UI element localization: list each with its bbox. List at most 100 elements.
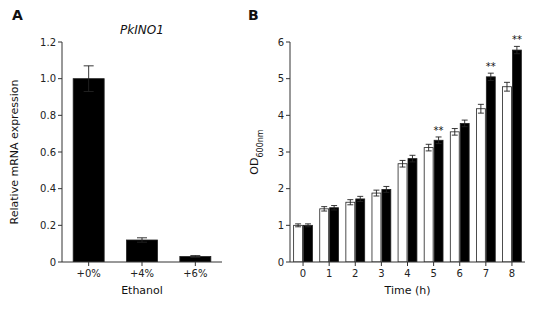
error-cap (305, 226, 311, 227)
plot-area (294, 46, 522, 262)
x-tick-label: 1 (326, 268, 332, 279)
y-tick-label: 1.0 (40, 73, 56, 84)
error-cap (514, 53, 520, 54)
y-axis-label: Relative mRNA expression (8, 80, 21, 225)
bar (346, 202, 355, 262)
error-cap (331, 209, 337, 210)
error-line (350, 200, 351, 205)
y-tick-label: 5 (278, 73, 284, 84)
error-cap (383, 186, 389, 187)
y-tick (286, 78, 290, 79)
bar (503, 87, 512, 262)
error-cap (137, 237, 147, 238)
error-cap (488, 73, 494, 74)
bar (356, 199, 365, 262)
error-line (428, 144, 429, 151)
error-cap (321, 211, 327, 212)
error-cap (357, 201, 363, 202)
bar (398, 164, 407, 262)
x-tick-label: +6% (183, 268, 207, 279)
error-cap (462, 126, 468, 127)
x-tick (511, 262, 512, 266)
x-tick-label: 2 (352, 268, 358, 279)
y-tick-label: 0 (50, 257, 56, 268)
error-bar (373, 190, 379, 196)
bar (476, 109, 485, 262)
error-cap (321, 206, 327, 207)
x-tick-label: +0% (77, 268, 101, 279)
y-tick-label: 2 (278, 183, 284, 194)
y-tick (286, 115, 290, 116)
x-tick-label: 8 (509, 268, 515, 279)
y-tick (58, 152, 62, 153)
error-line (412, 155, 413, 162)
bar (330, 208, 339, 262)
x-tick (88, 262, 89, 266)
significance-marker: ** (486, 61, 496, 72)
bar (424, 148, 433, 262)
panel-label: A (12, 7, 23, 23)
x-tick-label: 0 (300, 268, 306, 279)
y-tick-label: 0.4 (40, 183, 56, 194)
bar (294, 225, 303, 262)
error-cap (504, 91, 510, 92)
error-cap (383, 192, 389, 193)
y-tick (58, 78, 62, 79)
error-cap (84, 91, 94, 92)
error-line (490, 73, 491, 80)
x-tick (355, 262, 356, 266)
bar (180, 257, 211, 263)
y-tick (286, 42, 290, 43)
panel-label: B (248, 7, 259, 23)
y-tick (286, 225, 290, 226)
y-tick (58, 262, 62, 263)
error-cap (462, 120, 468, 121)
error-cap (137, 242, 147, 243)
y-axis-label: OD600nm (248, 129, 265, 174)
error-bar (383, 186, 389, 192)
error-cap (452, 135, 458, 136)
error-cap (347, 204, 353, 205)
y-tick-label: 4 (278, 110, 284, 121)
y-tick (286, 262, 290, 263)
error-cap (305, 223, 311, 224)
error-cap (478, 113, 484, 114)
error-bar (462, 120, 468, 127)
y-tick (58, 225, 62, 226)
error-cap (190, 257, 200, 258)
bar (73, 79, 104, 262)
y-tick (286, 152, 290, 153)
error-bar (400, 160, 406, 167)
error-cap (84, 65, 94, 66)
error-bar (478, 104, 484, 113)
bar (304, 225, 313, 262)
error-cap (436, 136, 442, 137)
bar (450, 132, 459, 262)
error-cap (514, 46, 520, 47)
figure: 00.20.40.60.81.01.2+0%+4%+6%EthanolRelat… (0, 0, 537, 321)
bar (382, 189, 391, 262)
plot-area (73, 66, 211, 262)
error-cap (488, 80, 494, 81)
error-bar (426, 144, 432, 151)
x-tick-label: 6 (457, 268, 463, 279)
error-line (376, 190, 377, 196)
error-line (480, 104, 481, 113)
x-tick-label: 7 (483, 268, 489, 279)
error-cap (409, 161, 415, 162)
bar (434, 140, 443, 262)
y-tick (286, 188, 290, 189)
y-tick-label: 0 (278, 257, 284, 268)
error-line (506, 82, 507, 91)
error-line (454, 129, 455, 136)
y-tick-label: 0.6 (40, 147, 56, 158)
y-tick-label: 1.2 (40, 37, 56, 48)
error-bar (305, 224, 311, 227)
error-line (334, 206, 335, 210)
error-bar (409, 155, 415, 162)
error-bar (321, 207, 327, 211)
bar (127, 240, 158, 262)
x-axis-label: Time (h) (384, 284, 431, 297)
y-tick-label: 6 (278, 37, 284, 48)
x-tick (303, 262, 304, 266)
